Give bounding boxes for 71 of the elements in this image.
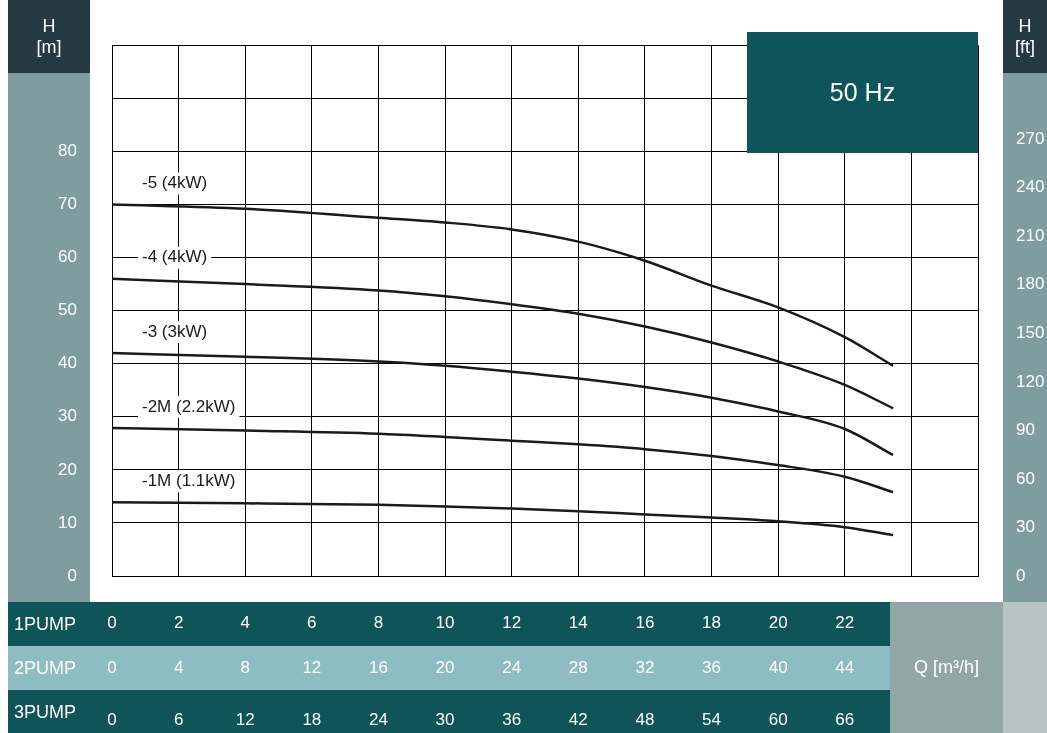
y2-axis-title: H [ft] [1014, 15, 1036, 58]
text: 18 [701, 612, 722, 634]
series-label: -1M (1.1kW) [142, 470, 236, 490]
x-tick-label: 12 [302, 657, 322, 677]
x-tick-label: 4 [173, 657, 184, 677]
x-tick-label: 0 [107, 657, 117, 677]
series-label: -5 (4kW) [142, 173, 208, 193]
x2-tick-label: 66 [835, 709, 855, 729]
text: 0 [106, 612, 118, 634]
x-tick-label: 36 [702, 657, 721, 677]
text: 6 [306, 612, 318, 634]
x-tick-label: 8 [240, 657, 250, 677]
y2-tick-label: 180 [1016, 274, 1045, 294]
text: 20 [767, 612, 789, 634]
x2-tick-label: 30 [435, 709, 455, 729]
x2-tick-label: 0 [107, 709, 117, 729]
x2-tick-label: 42 [568, 709, 588, 729]
y-tick-label: 40 [58, 353, 77, 373]
y-tick-label: 70 [58, 194, 77, 214]
y-tick-label: 60 [58, 247, 77, 267]
y2-tick-label: 120 [1016, 371, 1045, 391]
series-label: -4 (4kW) [142, 247, 208, 267]
y-tick-label: 30 [58, 406, 77, 426]
text: 4 [239, 612, 251, 634]
y2-tick-label: 0 [1016, 565, 1026, 585]
x2-tick-label: 36 [502, 709, 522, 729]
x2-tick-label: 54 [702, 709, 721, 729]
text: 2 [172, 612, 185, 634]
y2-tick-label: 210 [1016, 225, 1045, 245]
x-tick-label: 32 [635, 657, 655, 677]
x-tick-label: 44 [835, 657, 855, 677]
y-tick-label: 20 [58, 459, 77, 479]
series-label: -2M (2.2kW) [142, 396, 236, 416]
text: 12 [501, 612, 523, 634]
y-tick-label: 10 [58, 512, 77, 532]
x2-tick-label: 12 [235, 709, 255, 729]
title-box: 50 Hz [747, 32, 978, 153]
text: 16 [634, 612, 656, 634]
x2-tick-label: 48 [635, 709, 655, 729]
x-tick-label: 16 [369, 657, 388, 677]
line-series [112, 426, 895, 494]
axis-header: H [ft] [1003, 0, 1047, 73]
x2-tick-label: 24 [369, 709, 388, 729]
x-tick-label: 40 [768, 657, 788, 677]
y2-tick-label: 30 [1016, 517, 1035, 537]
line-series [112, 351, 895, 457]
x2-tick-label: 6 [173, 709, 184, 729]
y2-tick-label: 150 [1016, 323, 1045, 342]
y-tick-label: 50 [58, 300, 77, 320]
text: 10 [434, 612, 456, 634]
y2-tick-label: 90 [1016, 420, 1035, 440]
x2-tick-label: 18 [302, 709, 322, 729]
y2-tick-label: 270 [1016, 128, 1045, 148]
y-tick-label: 0 [67, 565, 77, 585]
y2-tick-label: 60 [1016, 468, 1035, 488]
axis-header: H [m] [8, 0, 90, 73]
y-tick-label: 80 [58, 141, 77, 161]
series-label: -3 (3kW) [142, 321, 208, 341]
x-tick-label: 24 [502, 657, 522, 677]
text: 22 [834, 612, 856, 634]
text: 14 [567, 612, 589, 634]
x-tick-label: 28 [568, 657, 588, 677]
label-panel: Q [m³/h] [890, 602, 1003, 733]
line-series [112, 203, 895, 368]
text: 8 [372, 612, 385, 634]
x2-tick-label: 60 [768, 709, 788, 729]
y-axis-title: H [m] [35, 15, 63, 58]
y2-tick-label: 240 [1016, 177, 1045, 197]
line-series [112, 500, 895, 537]
x-tick-label: 20 [435, 657, 455, 677]
x-axis-title: Q [m³/h] [913, 657, 979, 678]
